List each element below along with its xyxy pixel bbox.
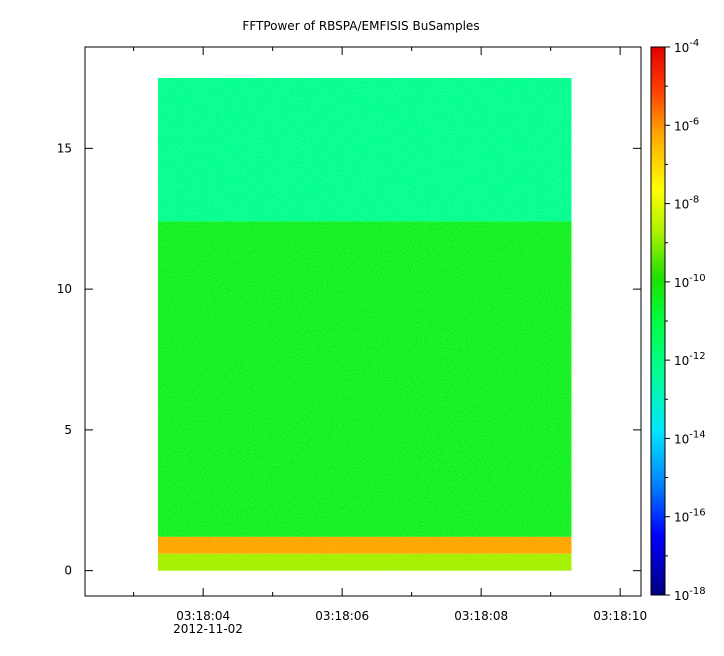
colorbar-tick-label: 10-14	[674, 429, 706, 446]
colorbar-tick-label: 10-6	[674, 116, 699, 133]
y-axis: 0 5 10 15	[57, 141, 641, 578]
x-tick-label: 03:18:08	[454, 609, 508, 623]
spectrogram-image	[157, 77, 572, 571]
y-tick-label: 15	[57, 141, 72, 155]
chart-title: FFTPower of RBSPA/EMFISIS BuSamples	[242, 19, 479, 33]
y-tick-label: 10	[57, 282, 72, 296]
colorbar-tick-label: 10-18	[674, 586, 706, 603]
spectrogram-band-texture	[157, 77, 572, 222]
y-tick-label: 0	[64, 564, 72, 578]
colorbar-tick-label: 10-10	[674, 273, 706, 290]
x-tick-label: 03:18:10	[593, 609, 647, 623]
spectrogram-band-texture	[157, 553, 572, 571]
colorbar-tick-label: 10-4	[674, 38, 699, 55]
colorbar	[650, 46, 666, 596]
colorbar-tick-label: 10-16	[674, 508, 706, 525]
colorbar-tick-label: 10-8	[674, 195, 699, 212]
x-date-label: 2012-11-02	[173, 622, 243, 636]
x-tick-label: 03:18:04	[176, 609, 230, 623]
colorbar-tick-label: 10-12	[674, 351, 706, 368]
x-tick-label: 03:18:06	[315, 609, 369, 623]
colorbar-axis: 10-4 10-6 10-8 10-10 10-12 10-14 10-16 10-18	[665, 38, 706, 603]
y-tick-label: 5	[64, 423, 72, 437]
x-axis: 03:18:04 03:18:06 03:18:08 03:18:10	[133, 47, 647, 623]
spectrogram-band-texture	[157, 536, 572, 554]
spectrogram-band-texture	[157, 221, 572, 537]
